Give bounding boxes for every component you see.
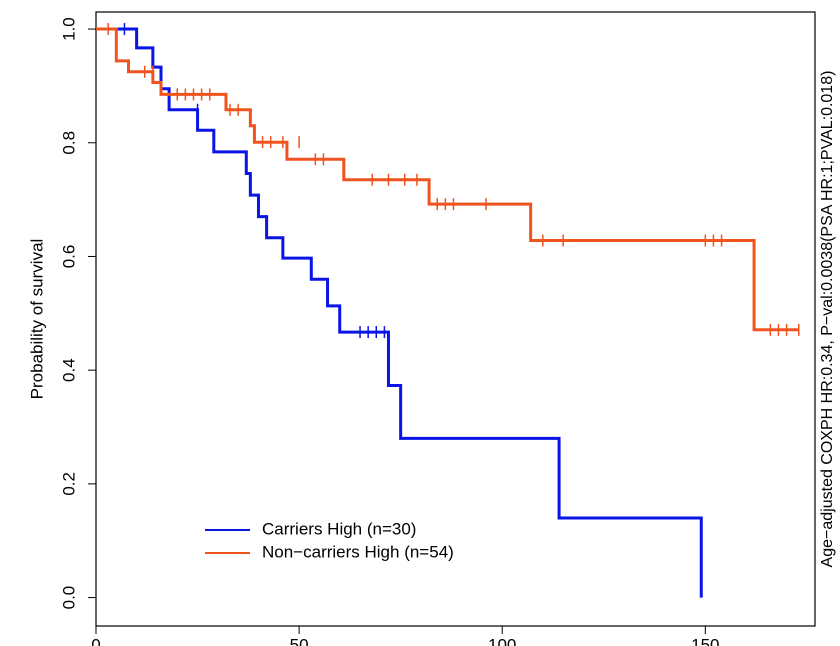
survival-curve xyxy=(96,27,799,332)
y-tick-label: 0.4 xyxy=(59,358,78,382)
x-tick-label: 150 xyxy=(691,635,719,646)
y-tick-label: 0.0 xyxy=(59,586,78,610)
y-tick-label: 1.0 xyxy=(59,17,78,41)
plot-frame xyxy=(95,11,816,627)
x-tick-label: 50 xyxy=(290,635,309,646)
y-tick-label: 0.2 xyxy=(59,472,78,496)
x-tick-label: 0 xyxy=(91,635,100,646)
survival-curve xyxy=(96,27,703,598)
side-note: Age−adjusted COXPH HR:0.34, P−val:0.0038… xyxy=(819,71,836,568)
legend-label: Carriers High (n=30) xyxy=(262,519,416,538)
y-tick-label: 0.6 xyxy=(59,245,78,269)
legend-label: Non−carriers High (n=54) xyxy=(262,542,454,561)
x-tick-label: 100 xyxy=(488,635,516,646)
y-axis-label: Probability of survival xyxy=(27,239,46,400)
y-tick-label: 0.8 xyxy=(59,131,78,155)
